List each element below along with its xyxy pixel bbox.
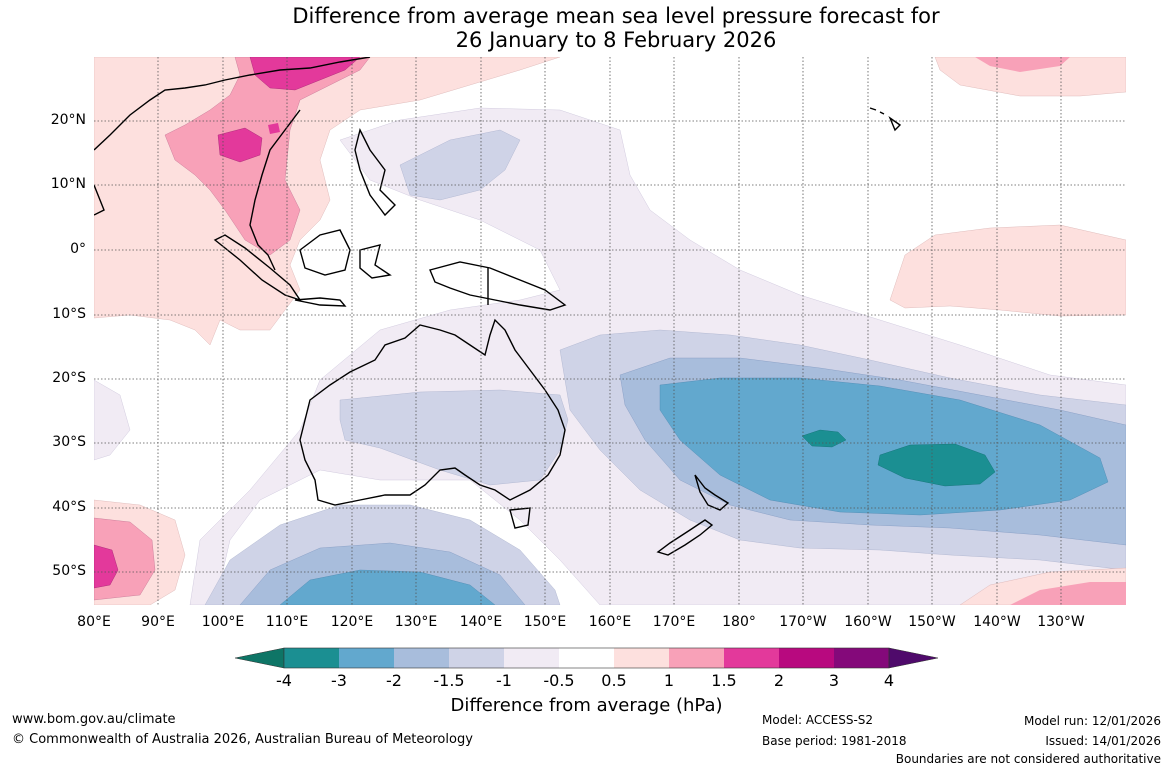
footer-issued: Issued: 14/01/2026 (1045, 734, 1161, 748)
lat-label-20s: 20°S (52, 370, 86, 386)
colorbar-bin-p1 (669, 648, 724, 668)
colorbar-bin-n1 (504, 648, 559, 668)
region-lavender-australia (339, 389, 569, 486)
region-west-edge (94, 379, 131, 461)
lat-label-40s: 40°S (52, 499, 86, 515)
lon-label-150w: 150°W (908, 614, 956, 630)
colorbar-bin-p3 (834, 648, 889, 668)
cb-tick-n2: -2 (386, 671, 402, 690)
coast-philippines (354, 127, 396, 217)
region-p1-se (1010, 582, 1126, 605)
region-pink-ne-pacific-inner (975, 57, 1070, 72)
footer-copyright: © Commonwealth of Australia 2026, Austra… (12, 732, 473, 747)
colorbar-bin-n3 (339, 648, 394, 668)
lon-label-140w: 140°W (973, 614, 1021, 630)
region-pink-east-eq (889, 224, 1126, 317)
lat-label-50s: 50°S (52, 563, 86, 579)
lon-label-130w: 130°W (1037, 614, 1085, 630)
lon-label-160w: 160°W (844, 614, 892, 630)
lat-label-10s: 10°S (52, 306, 86, 322)
lat-label-20n: 20°N (50, 112, 86, 128)
lon-label-180: 180° (722, 614, 756, 630)
coast-sulawesi (359, 244, 392, 279)
region-n4-south-pacific (877, 443, 996, 487)
region-n3-south-pacific (659, 377, 1109, 516)
coast-nz-north (694, 474, 730, 511)
lon-label-110e: 110°E (265, 614, 309, 630)
lon-label-140e: 140°E (459, 614, 503, 630)
colorbar-bin-p05 (614, 648, 669, 668)
cb-tick-p4: 4 (883, 671, 895, 690)
cb-tick-n3: -3 (331, 671, 347, 690)
coast-sumatra (213, 234, 302, 302)
title-line-1: Difference from average mean sea level p… (292, 4, 940, 28)
colorbar-bin-n05 (559, 648, 614, 668)
lon-label-150e: 150°E (523, 614, 567, 630)
coast-borneo (299, 229, 351, 276)
coast-nz-south (656, 519, 714, 556)
lon-label-90e: 90°E (141, 614, 175, 630)
cb-tick-p1: 1 (663, 671, 675, 690)
coast-australia (299, 318, 566, 506)
colorbar-title: Difference from average (hPa) (450, 695, 723, 716)
colorbar-bin-n15 (449, 648, 504, 668)
gridlines (94, 57, 1126, 605)
footer-website[interactable]: www.bom.gov.au/climate (12, 712, 176, 727)
colorbar-bin-p2 (779, 648, 834, 668)
region-magenta-indochina (217, 127, 263, 163)
colorbar-under (234, 647, 285, 669)
cb-tick-n15: -1.5 (433, 671, 465, 690)
coast-india (94, 184, 105, 216)
colorbar-over (888, 647, 939, 669)
lon-label-80e: 80°E (77, 614, 111, 630)
lon-label-170w: 170°W (779, 614, 827, 630)
region-magenta-small (268, 123, 280, 134)
coastlines (94, 57, 902, 556)
region-p15-sw (94, 544, 119, 589)
lon-label-130e: 130°E (394, 614, 438, 630)
title-line-2: 26 January to 8 February 2026 (455, 28, 777, 52)
footer-base-period: Base period: 1981-2018 (762, 734, 907, 748)
cb-tick-p15: 1.5 (711, 671, 737, 690)
coast-java (294, 297, 347, 307)
coast-asia (94, 57, 371, 271)
coast-new-guinea (429, 261, 567, 311)
coast-tasmania (509, 507, 531, 529)
cb-tick-p2: 2 (773, 671, 785, 690)
region-pink-ne-pacific (934, 57, 1126, 97)
footer-model-run: Model run: 12/01/2026 (1023, 714, 1161, 728)
colorbar-bin-n4 (284, 648, 339, 668)
lat-label-30s: 30°S (52, 434, 86, 450)
lon-label-170e: 170°E (652, 614, 696, 630)
footer-model: Model: ACCESS-S2 (762, 713, 874, 727)
cb-tick-n4: -4 (276, 671, 292, 690)
cb-tick-n1: -1 (496, 671, 512, 690)
cb-tick-n05: -0.5 (543, 671, 575, 690)
lon-label-160e: 160°E (588, 614, 632, 630)
region-lavender-north (399, 129, 521, 201)
cb-tick-p05: 0.5 (601, 671, 627, 690)
lat-label-10n: 10°N (50, 176, 86, 192)
colorbar-bin-p15 (724, 648, 779, 668)
lon-label-120e: 120°E (330, 614, 374, 630)
lat-label-0: 0° (70, 241, 86, 257)
footer-disclaimer: Boundaries are not considered authoritat… (895, 752, 1161, 766)
colorbar-outline (283, 647, 890, 669)
colorbar-bin-n2 (394, 648, 449, 668)
coast-japan-hawaii (869, 107, 902, 132)
chart-title: Difference from average mean sea level p… (0, 4, 1173, 52)
cb-tick-p3: 3 (828, 671, 840, 690)
lon-label-100e: 100°E (201, 614, 245, 630)
colorbar (234, 647, 939, 669)
